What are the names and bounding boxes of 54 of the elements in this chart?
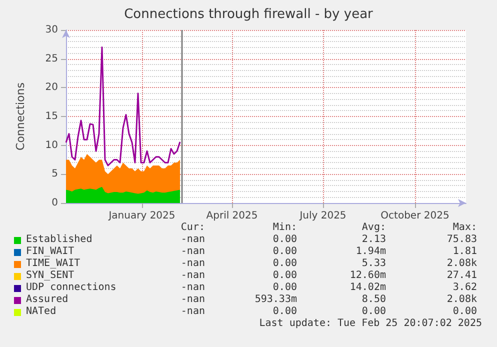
y-tick-label: 5 [52, 168, 58, 180]
legend-label: Established [26, 234, 92, 246]
text: 1.81 [452, 246, 477, 258]
text: 1.94m [356, 246, 386, 258]
x-tick-label: April 2025 [206, 210, 258, 222]
text: -nan [180, 282, 205, 294]
text: 0.00 [272, 270, 297, 282]
text: Max: [452, 222, 477, 234]
text: 0.00 [362, 306, 386, 318]
chart-title: Connections through firewall - by year [124, 7, 374, 22]
x-tick-label: October 2025 [380, 210, 450, 222]
text: 0.00 [272, 246, 297, 258]
text: 5.33 [362, 258, 386, 270]
y-axis-title: Connections [14, 82, 27, 150]
text: 2.08k [446, 294, 477, 306]
text: 2.13 [362, 234, 386, 246]
text: 0.00 [272, 258, 297, 270]
text: 593.33m [254, 294, 297, 306]
x-tick-label: July 2025 [298, 210, 346, 222]
text: -nan [180, 270, 205, 282]
y-tick-label: 0 [52, 198, 58, 208]
text: 2.08k [446, 258, 477, 270]
legend-label: NATed [26, 306, 56, 318]
text: Last update: Tue Feb 25 20:07:02 2025 [259, 318, 482, 330]
text: 3.62 [452, 282, 477, 294]
y-tick-label: 30 [45, 24, 58, 36]
text: Cur: [180, 222, 205, 234]
text: -nan [180, 294, 205, 306]
y-tick-label: 10 [45, 140, 58, 151]
text: Avg: [362, 222, 386, 234]
text: -nan [180, 246, 205, 258]
y-tick-label: 25 [45, 53, 58, 64]
legend-label: SYN_SENT [26, 270, 74, 282]
legend-label: UDP connections [26, 282, 116, 294]
text: 75.83 [446, 234, 477, 246]
legend-label: Assured [26, 294, 68, 306]
text: Min: [272, 222, 297, 234]
text: 0.00 [272, 282, 297, 294]
legend-label: TIME_WAIT [26, 258, 80, 270]
text: 27.41 [446, 270, 477, 282]
y-tick-label: 15 [45, 111, 58, 122]
text: 0.00 [272, 306, 297, 318]
x-tick-label: January 2025 [108, 210, 176, 222]
text: 14.02m [350, 282, 386, 294]
text: 8.50 [362, 294, 386, 306]
text: -nan [180, 234, 205, 246]
text: 0.00 [272, 234, 297, 246]
legend-label: FIN_WAIT [26, 246, 74, 258]
line-series [65, 46, 181, 166]
text: 0.00 [452, 306, 477, 318]
text: -nan [180, 258, 205, 270]
text: 12.60m [350, 270, 386, 282]
y-tick-label: 20 [45, 82, 58, 94]
text: -nan [180, 306, 205, 318]
